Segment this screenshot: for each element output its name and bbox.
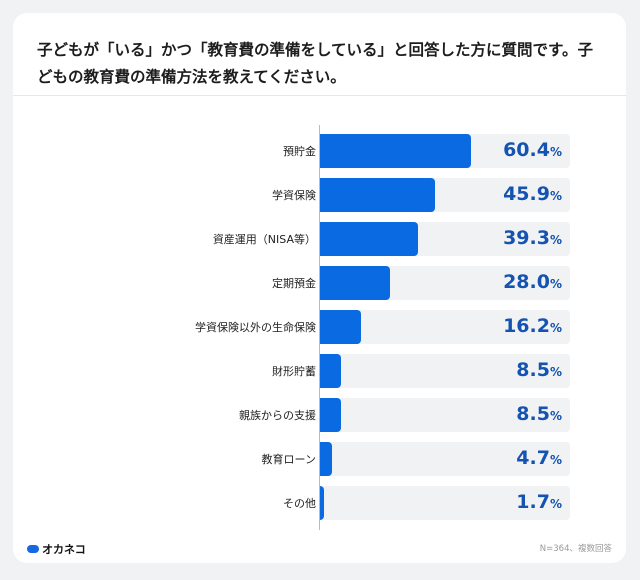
value-unit: % — [549, 189, 562, 203]
value-number: 39.3 — [503, 227, 550, 249]
chart-title: 子どもが「いる」かつ「教育費の準備をしている」と回答した方に質問です。子どもの教… — [37, 41, 593, 86]
value-unit: % — [549, 453, 562, 467]
chart-card: 子どもが「いる」かつ「教育費の準備をしている」と回答した方に質問です。子どもの教… — [13, 13, 626, 563]
category-label: 定期預金 — [272, 277, 316, 290]
bar — [320, 134, 471, 168]
category-label: 学資保険 — [272, 189, 316, 202]
value-unit: % — [549, 365, 562, 379]
value-label: 1.7% — [516, 491, 562, 513]
value-number: 28.0 — [503, 271, 550, 293]
sample-note: N=364、複数回答 — [539, 544, 612, 554]
value-unit: % — [549, 233, 562, 247]
logo-icon — [27, 545, 39, 553]
bar-track: 39.3% — [320, 222, 570, 256]
value-number: 8.5 — [516, 359, 550, 381]
bar — [320, 266, 390, 300]
bar-track: 28.0% — [320, 266, 570, 300]
category-label: 預貯金 — [283, 145, 316, 158]
value-number: 45.9 — [503, 183, 550, 205]
bar-track: 16.2% — [320, 310, 570, 344]
bar-track: 60.4% — [320, 134, 570, 168]
bar-track: 45.9% — [320, 178, 570, 212]
bar — [320, 486, 325, 520]
bar-track: 8.5% — [320, 354, 570, 388]
value-unit: % — [549, 497, 562, 511]
divider — [13, 95, 626, 96]
category-label: 親族からの支援 — [239, 409, 316, 422]
value-label: 8.5% — [516, 359, 562, 381]
bar — [320, 442, 332, 476]
bar-track: 4.7% — [320, 442, 570, 476]
value-label: 39.3% — [503, 227, 562, 249]
value-number: 16.2 — [503, 315, 550, 337]
bar-track: 8.5% — [320, 398, 570, 432]
value-label: 60.4% — [503, 139, 562, 161]
bar — [320, 310, 361, 344]
category-label: 資産運用（NISA等） — [212, 233, 316, 246]
bar — [320, 178, 435, 212]
bar — [320, 398, 342, 432]
value-number: 8.5 — [516, 403, 550, 425]
axis-line — [319, 125, 320, 530]
value-unit: % — [549, 277, 562, 291]
value-number: 4.7 — [516, 447, 550, 469]
value-label: 8.5% — [516, 403, 562, 425]
value-label: 4.7% — [516, 447, 562, 469]
category-label: 財形貯蓄 — [272, 365, 316, 378]
value-unit: % — [549, 409, 562, 423]
value-number: 1.7 — [516, 491, 550, 513]
category-label: その他 — [283, 497, 316, 510]
bar-track: 1.7% — [320, 486, 570, 520]
category-label: 学資保険以外の生命保険 — [195, 321, 316, 334]
value-number: 60.4 — [503, 139, 550, 161]
brand-logo: オカネコ — [27, 541, 86, 557]
value-label: 28.0% — [503, 271, 562, 293]
value-unit: % — [549, 145, 562, 159]
value-unit: % — [549, 321, 562, 335]
bar — [320, 354, 342, 388]
value-label: 16.2% — [503, 315, 562, 337]
category-label: 教育ローン — [261, 453, 316, 466]
value-label: 45.9% — [503, 183, 562, 205]
brand-name: オカネコ — [42, 543, 86, 556]
bar — [320, 222, 419, 256]
